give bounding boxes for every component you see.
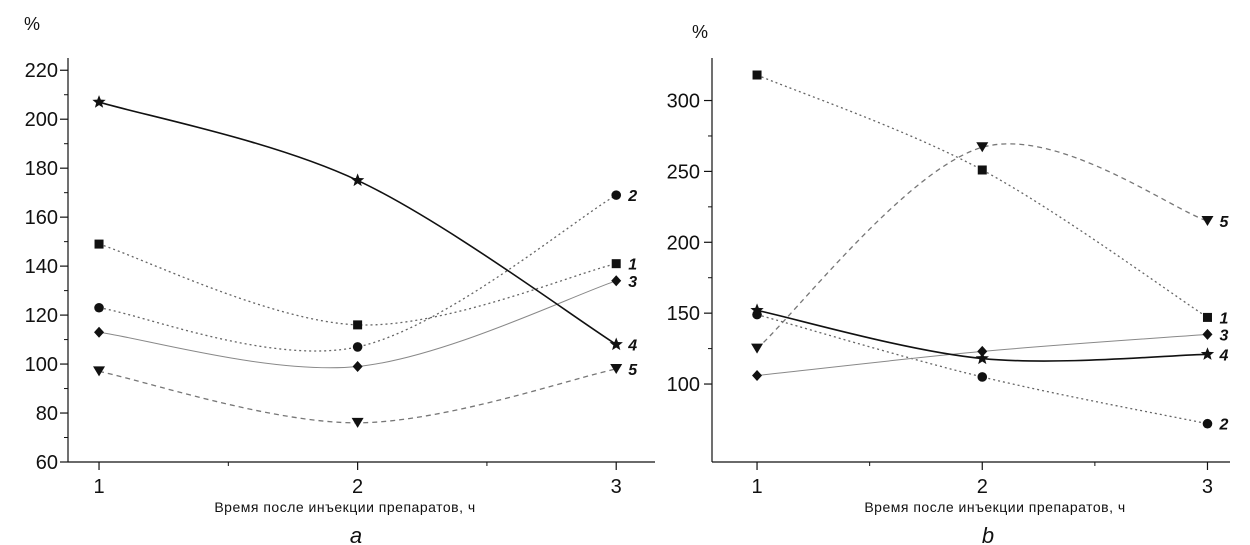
y-axis-unit: % (24, 14, 40, 34)
series-3-point (977, 345, 988, 357)
chart-panel-b: 100 150 200 250 300 1 2 3% Время после инъекции … (667, 22, 1230, 545)
series-2-point (977, 372, 988, 382)
series-4-point (350, 173, 365, 187)
series-1-point (752, 70, 762, 80)
series-3-point (352, 361, 363, 373)
series-label-2: 2 (627, 188, 637, 205)
series-4-point (750, 303, 764, 316)
series-4-point (1200, 347, 1215, 360)
series-5-point (351, 417, 364, 428)
x-axis-title: Время после инъекции препаратов, ч (864, 499, 1125, 515)
series-1-point (1202, 312, 1212, 322)
series-2-point (1202, 418, 1213, 429)
y-axis-unit: % (692, 22, 708, 42)
series-5-point (1201, 216, 1214, 227)
series-label-1: 1 (1219, 310, 1228, 327)
series-label-4: 4 (1218, 347, 1228, 364)
series-label-3: 3 (1219, 327, 1228, 344)
x-tick-label: 2 (352, 476, 363, 498)
series-4-point (609, 337, 623, 351)
series-label-4: 4 (627, 337, 637, 354)
x-axis-title: Время после инъекции препаратов, ч (214, 499, 475, 515)
series-1-point (977, 165, 987, 175)
series-line-2 (756, 313, 1208, 425)
series-line-5 (756, 143, 1208, 350)
x-tick-label: 1 (751, 476, 762, 498)
series-1-point (611, 259, 621, 269)
y-tick-label: 180 (25, 158, 58, 180)
y-tick-label: 60 (36, 452, 58, 474)
panel-letter: a (350, 523, 362, 545)
y-tick-label: 220 (25, 60, 58, 82)
series-line-4 (98, 101, 617, 346)
series-3-point (1202, 328, 1213, 340)
series-3-point (611, 275, 622, 287)
chart-panel-a: 60 80 100 120 140 160 180 200 220 1 2 3% Время после… (24, 14, 655, 545)
series-2-point (94, 302, 104, 313)
series-5-point (610, 363, 623, 374)
y-tick-label: 100 (25, 354, 58, 376)
y-tick-label: 160 (25, 207, 58, 229)
series-2-point (611, 190, 622, 200)
series-5-point (93, 366, 106, 377)
y-tick-label: 250 (667, 161, 700, 183)
y-tick-label: 80 (36, 403, 58, 425)
series-label-3: 3 (628, 274, 637, 291)
series-line-1 (98, 243, 617, 326)
series-1-point (353, 320, 363, 330)
series-3-point (94, 326, 105, 338)
series-line-2 (98, 194, 617, 352)
y-tick-label: 200 (25, 109, 58, 131)
series-4-point (92, 95, 106, 108)
series-1-point (94, 239, 104, 249)
series-2-point (352, 342, 363, 352)
y-tick-label: 200 (667, 232, 700, 254)
series-label-2: 2 (1218, 417, 1228, 434)
y-tick-label: 150 (667, 303, 700, 325)
panel-letter: b (982, 523, 994, 545)
series-5-point (976, 142, 989, 153)
y-tick-label: 100 (667, 374, 700, 396)
series-label-1: 1 (628, 257, 637, 274)
x-tick-label: 1 (93, 476, 104, 498)
series-4-point (975, 351, 989, 365)
x-tick-label: 3 (611, 476, 622, 498)
series-line-5 (98, 368, 617, 424)
series-label-5: 5 (628, 362, 638, 379)
y-tick-label: 300 (667, 91, 700, 113)
series-3-point (752, 370, 763, 382)
x-tick-label: 2 (977, 476, 988, 498)
series-5-point (751, 343, 764, 354)
x-tick-label: 3 (1202, 476, 1213, 498)
series-label-5: 5 (1219, 214, 1229, 231)
series-line-1 (756, 74, 1208, 318)
y-tick-label: 140 (25, 256, 58, 278)
y-tick-label: 120 (25, 305, 58, 327)
